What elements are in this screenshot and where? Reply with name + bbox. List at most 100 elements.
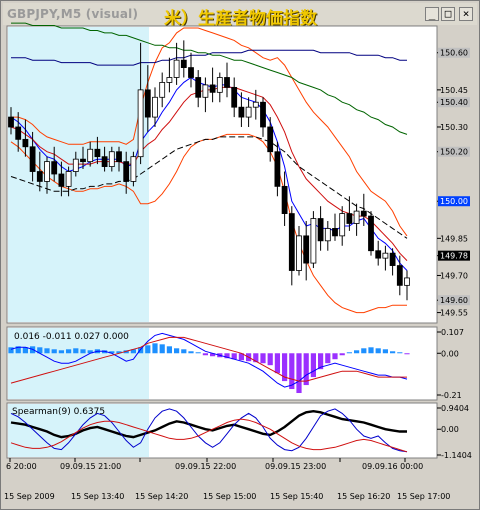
price-label: 150.00: [440, 197, 468, 206]
candle-body: [22, 138, 29, 148]
candle-body: [72, 158, 79, 172]
spearman-line: [10, 409, 407, 439]
candle-body: [296, 235, 302, 271]
candle-body: [152, 96, 158, 118]
histogram-bar: [332, 353, 338, 360]
candle-body: [231, 86, 238, 108]
histogram-bar: [174, 348, 180, 354]
candle-body: [58, 173, 65, 187]
histogram-bar: [15, 346, 21, 354]
candle-body: [108, 151, 115, 167]
price-label-box: [438, 97, 470, 108]
candle-body: [281, 185, 288, 214]
candle-body: [202, 84, 209, 98]
price-label: 150.40: [440, 98, 468, 107]
candle-body: [310, 218, 317, 264]
time-label-top: 09.09.15 22:00: [175, 462, 236, 471]
candle-body: [288, 213, 295, 271]
histogram-bar: [166, 346, 172, 354]
title-bar[interactable]: GBPJPY,M5 (visual) 米）生産者物価指数 _ □ ×: [3, 3, 477, 29]
spearman-lines: [10, 408, 408, 453]
histogram-bar: [188, 351, 194, 354]
time-label-top: 09.09.15 21:00: [60, 462, 121, 471]
indicator-line: [11, 22, 408, 135]
indicator-line: [10, 136, 408, 239]
histogram-bar: [368, 347, 374, 354]
indicator-line: [10, 133, 407, 314]
candle-body: [396, 265, 403, 286]
candle-body: [166, 77, 173, 83]
price-label-box: [438, 250, 470, 261]
price-label-box: [438, 295, 470, 306]
time-label-bottom: 15 Sep 15:00: [203, 492, 256, 501]
histogram-line: [10, 332, 408, 388]
histogram-tick-label: -0.21: [441, 391, 462, 400]
histogram-bar: [231, 353, 237, 360]
histogram-tick-label: 0.00: [441, 349, 459, 358]
histogram-bar: [325, 353, 331, 364]
time-label-bottom: 15 Sep 15:40: [270, 492, 323, 501]
histogram-bar: [73, 348, 79, 354]
price-axis: 150.60 150.45 150.40 150.30 150.20 150.00 149.…: [437, 47, 470, 318]
candle-body: [144, 89, 151, 118]
histogram-bar: [361, 348, 367, 354]
minimize-button[interactable]: _: [425, 7, 439, 21]
candle-body: [195, 77, 202, 98]
spearman-axis: 0.9404 0.00 -1.1404: [437, 404, 472, 460]
candle-body: [123, 161, 130, 182]
histogram-bar: [116, 351, 122, 354]
candle-body: [375, 250, 382, 259]
candle-body: [137, 89, 144, 158]
histogram-bar: [87, 350, 93, 354]
spearman-header: Spearman(9) 0.6375: [12, 407, 105, 417]
histogram-bar: [195, 352, 201, 354]
time-ticks: [9, 458, 406, 462]
histogram-lines: [10, 332, 408, 388]
histogram-bar: [51, 349, 57, 354]
histogram-bar: [282, 353, 288, 382]
candle-body: [252, 101, 259, 108]
price-label: 149.85: [440, 234, 468, 243]
histogram-bar: [8, 347, 14, 354]
histogram-bar: [390, 351, 396, 354]
candle-body: [29, 146, 36, 172]
histogram-bar: [238, 353, 244, 361]
time-label-bottom: 15 Sep 16:20: [337, 492, 390, 501]
time-label-bottom: 15 Sep 2009: [4, 492, 55, 501]
price-label-box: [438, 47, 470, 58]
histogram-bar: [310, 353, 316, 378]
candle-body: [317, 218, 324, 242]
candle-body: [116, 151, 122, 163]
candle-body: [188, 67, 194, 78]
histogram-bar: [145, 345, 151, 354]
candle-body: [267, 126, 274, 153]
histogram-bar: [130, 349, 136, 354]
histogram-header: 0.016 -0.011 0.027 0.000: [14, 332, 129, 342]
histogram-bar: [339, 353, 345, 356]
close-button[interactable]: ×: [459, 7, 473, 21]
price-label: 149.55: [440, 309, 468, 318]
maximize-button[interactable]: □: [441, 7, 455, 21]
histogram-axis: 0.107 0.00 -0.21: [437, 328, 464, 400]
candle-body: [368, 215, 374, 252]
spearman-tick-label: 0.00: [441, 425, 459, 434]
histogram-bar: [274, 353, 280, 374]
candle-body: [224, 77, 230, 88]
candle-body: [159, 82, 166, 98]
candlesticks: [8, 40, 410, 301]
spearman-tick-label: -1.1404: [441, 451, 472, 460]
candle-body: [65, 171, 72, 187]
candle-body: [173, 59, 180, 78]
price-label: 150.60: [440, 49, 468, 58]
price-label-box: [438, 146, 470, 157]
histogram-bar: [253, 353, 259, 363]
candle-body: [324, 228, 331, 242]
candle-body: [238, 106, 245, 118]
candle-body: [245, 106, 252, 118]
window-title: GBPJPY,M5 (visual): [7, 7, 139, 21]
histogram-bar: [404, 353, 410, 355]
histogram-bar: [109, 351, 115, 354]
histogram-bar: [354, 350, 360, 354]
histogram-bar: [159, 344, 165, 354]
